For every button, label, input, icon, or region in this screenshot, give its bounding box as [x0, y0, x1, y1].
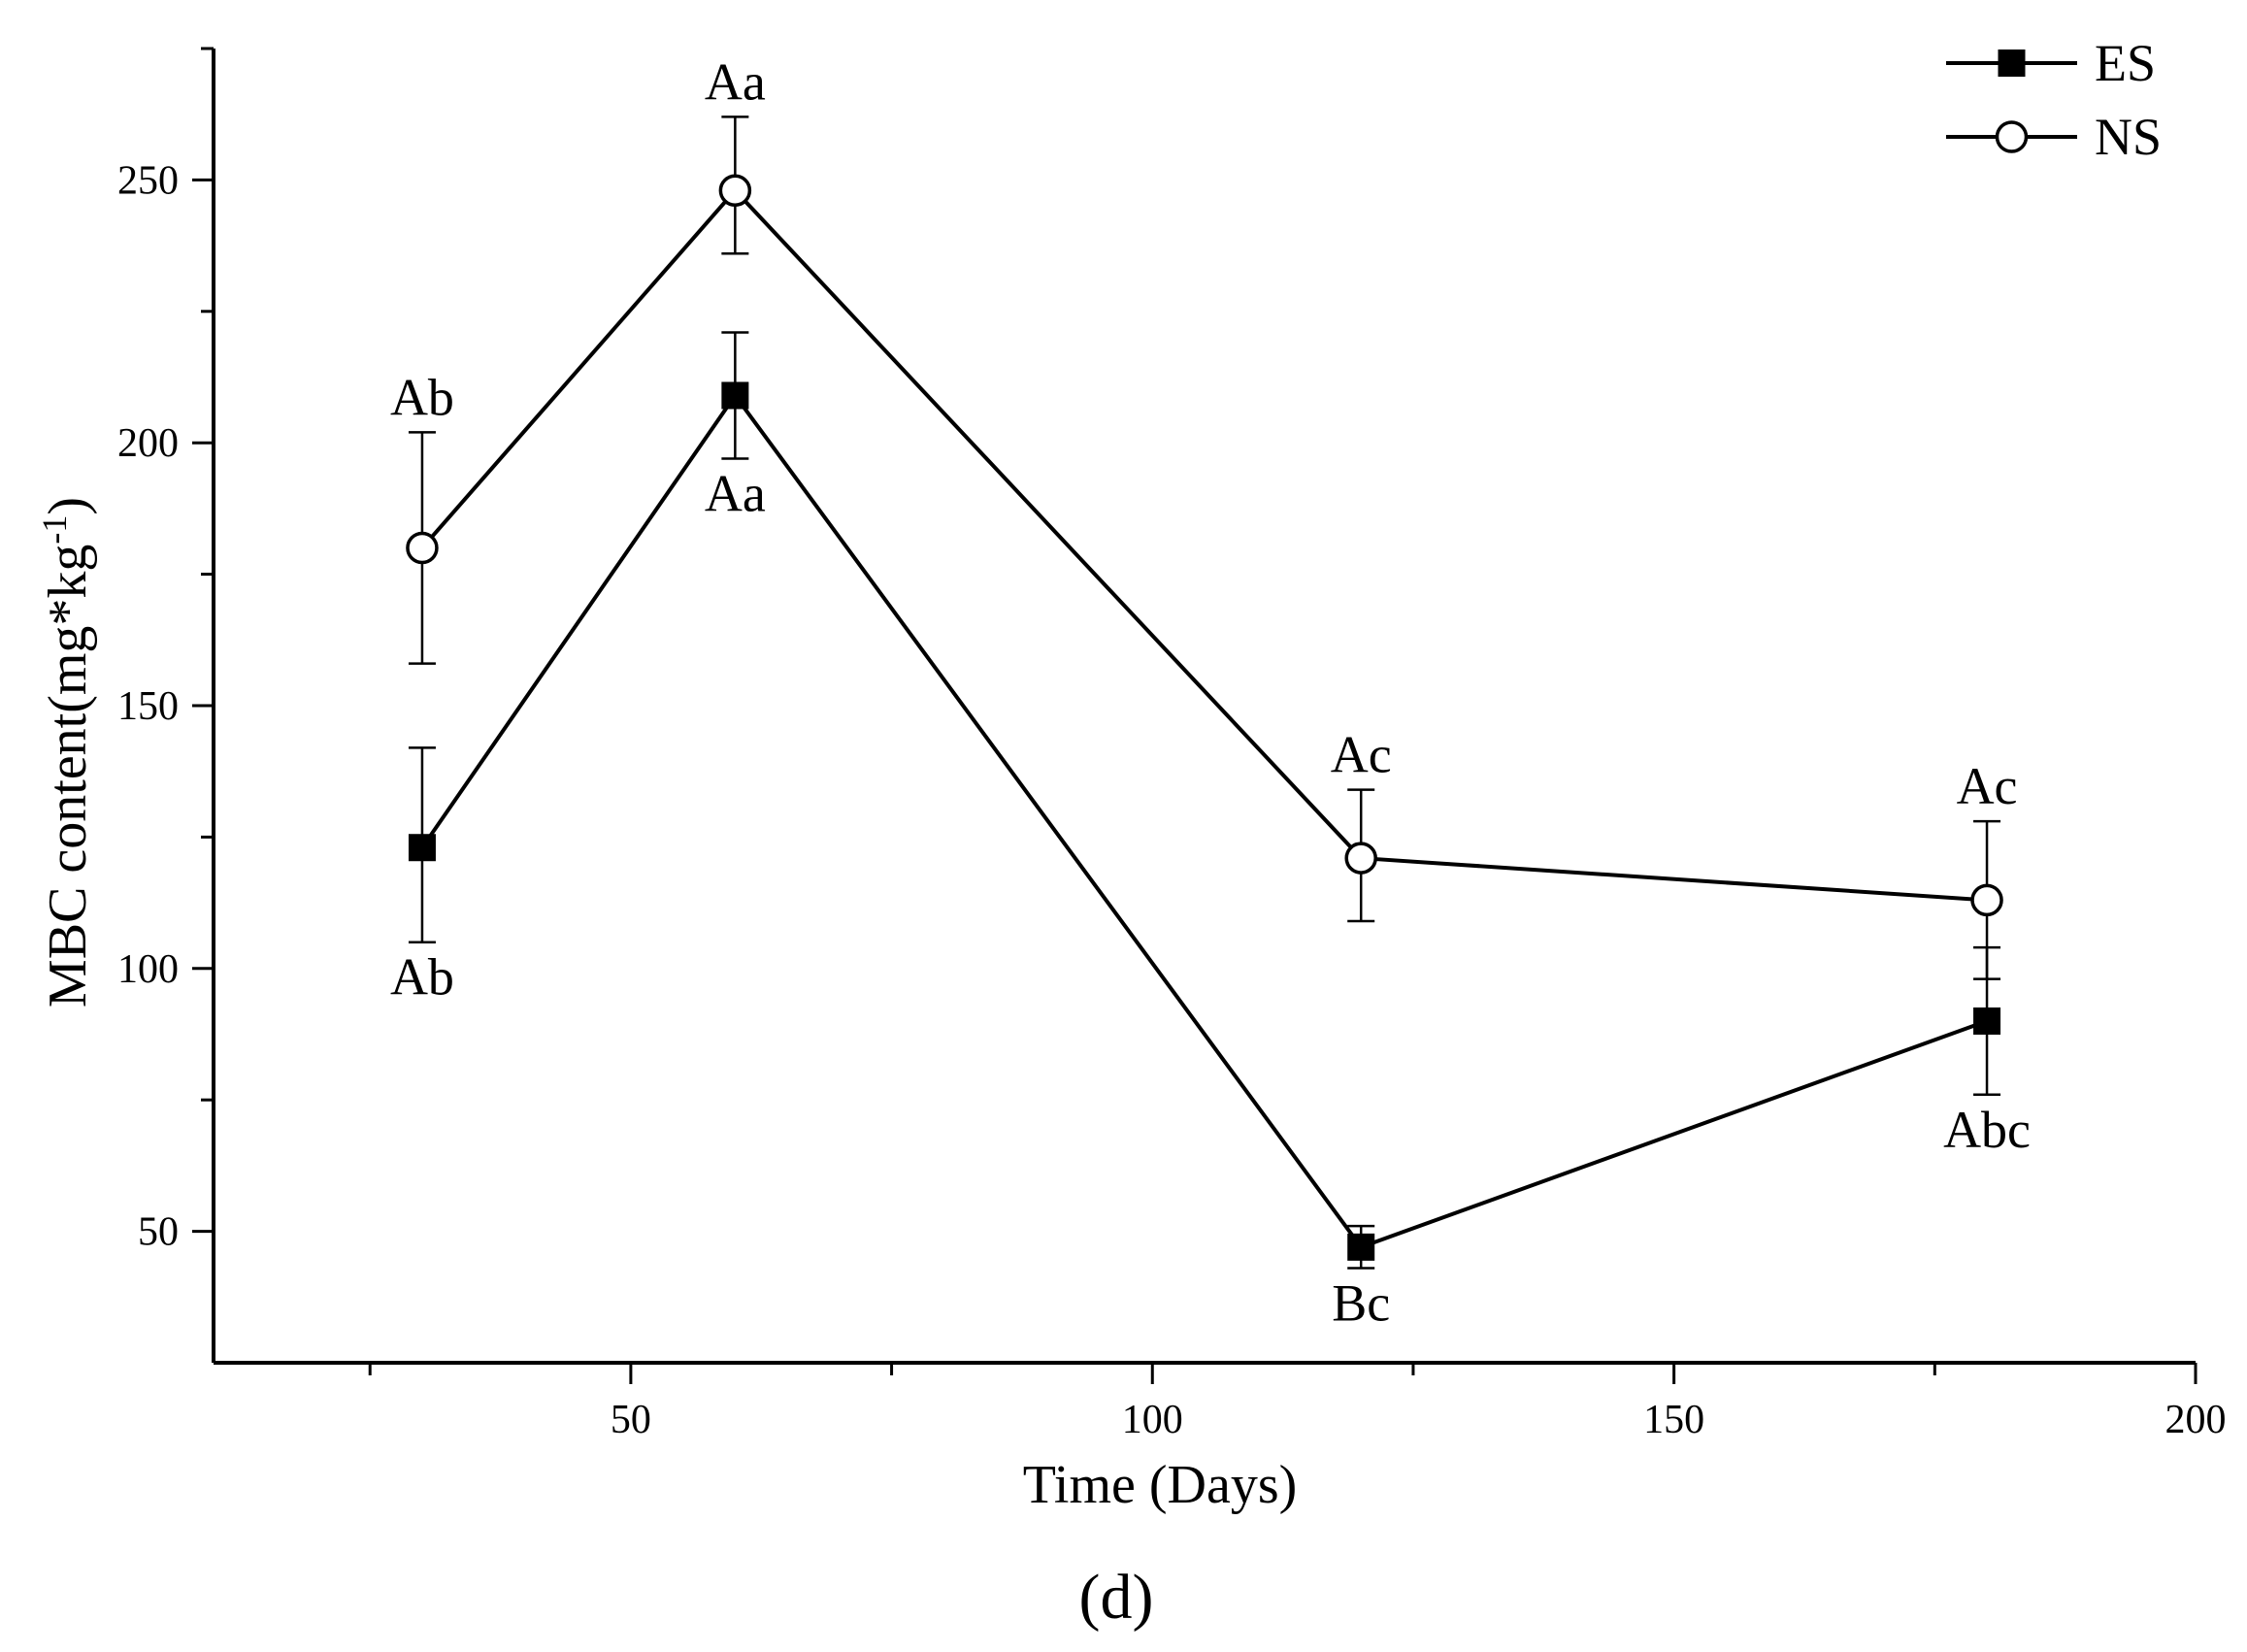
x-axis-label: Time (Days) [1023, 1455, 1298, 1515]
marker-NS [1344, 842, 1377, 875]
legend-label: NS [2095, 108, 2162, 166]
series-ES: Ab Aa Bc Abc [390, 331, 2031, 1333]
legend-label: ES [2095, 34, 2156, 92]
line-ES [420, 393, 1988, 1249]
annotation-NS: Ac [1331, 726, 1392, 784]
y-tick-label: 200 [117, 421, 179, 466]
y-axis-label: MBC content(mg*kg-1) [35, 497, 98, 1008]
y-axis-label-close: ) [38, 497, 98, 515]
marker-NS [1970, 883, 2003, 917]
y-tick-label: 250 [117, 158, 179, 203]
annotation-NS: Aa [705, 52, 766, 111]
y-tick-label: 50 [138, 1210, 179, 1255]
y-axis-label-main: MBC content(mg*kg [38, 545, 98, 1008]
legend: ES NS [1946, 34, 2162, 166]
marker-ES [721, 381, 749, 410]
x-tick-label: 100 [1122, 1398, 1183, 1442]
line-NS [420, 188, 1988, 903]
legend-entry-ES: ES [1946, 34, 2156, 92]
legend-entry-NS: NS [1946, 108, 2162, 166]
marker-ES [1347, 1233, 1375, 1261]
axes: 50 100 150 200 50 100 150 200 250 [117, 47, 2227, 1442]
annotation-ES: Bc [1332, 1274, 1390, 1333]
y-tick-label: 100 [117, 947, 179, 992]
annotation-NS: Ac [1957, 757, 2018, 815]
marker-NS [406, 531, 439, 565]
y-axis-label-sup: -1 [35, 515, 74, 545]
y-tick-label: 150 [117, 684, 179, 729]
marker-ES [408, 834, 436, 862]
panel-label: (d) [1079, 1562, 1154, 1633]
x-tick-label: 50 [611, 1398, 651, 1442]
marker-NS [1995, 120, 2029, 153]
y-axis-label-text: MBC content(mg*kg-1) [35, 497, 98, 1008]
marker-NS [718, 174, 752, 207]
series-layer: Ab Aa Bc Abc Ab Aa Ac Ac [390, 52, 2031, 1332]
annotation-ES: Abc [1943, 1101, 2031, 1159]
marker-ES [1998, 50, 2026, 77]
x-tick-label: 200 [2165, 1398, 2227, 1442]
annotation-ES: Ab [390, 948, 454, 1007]
annotation-NS: Ab [390, 368, 454, 426]
marker-ES [1973, 1007, 2001, 1035]
series-NS: Ab Aa Ac Ac [390, 52, 2018, 980]
annotation-ES: Aa [705, 464, 766, 522]
x-tick-label: 150 [1643, 1398, 1704, 1442]
